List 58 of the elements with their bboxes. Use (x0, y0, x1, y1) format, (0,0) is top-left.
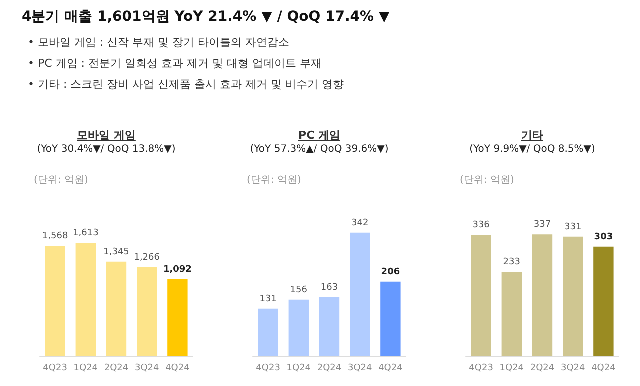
bar (288, 300, 309, 356)
bar (532, 234, 553, 356)
text: (단위: 억원) (34, 174, 90, 187)
data-label: 342 (352, 218, 369, 228)
x-tick-label: 2Q24 (530, 364, 555, 374)
text: 4분기 매출 1,601억원 YoY 21.4% ▼ / QoQ 17.4% ▼ (22, 8, 391, 26)
bar (319, 297, 340, 356)
data-label: 1,092 (163, 265, 192, 276)
bar (594, 246, 614, 356)
x-tick-label: 2Q24 (317, 364, 342, 374)
bar (45, 246, 66, 356)
x-tick-label: 4Q24 (378, 364, 404, 374)
bar (258, 308, 278, 356)
bar (471, 235, 492, 356)
data-label: 303 (594, 232, 614, 242)
chart-title: PC 게임 (298, 128, 342, 143)
data-label: 1,613 (73, 228, 99, 239)
x-tick-label: 3Q24 (348, 364, 373, 374)
data-label: 1,345 (104, 247, 130, 258)
text: • PC 게임 : 전분기 일회성 효과 제거 및 대형 업데이트 부재 (28, 56, 323, 72)
x-tick-label: 3Q24 (560, 364, 586, 374)
bar (563, 236, 584, 356)
x-tick-label: 4Q23 (469, 364, 494, 374)
bar (168, 280, 188, 356)
bar (76, 243, 96, 356)
data-label: 1,266 (134, 252, 160, 263)
bar (380, 282, 401, 356)
chart-subtitle: (YoY 9.9%▼/ QoQ 8.5%▼) (468, 144, 596, 155)
bar (502, 272, 522, 356)
bar (137, 267, 158, 356)
data-label: 336 (472, 220, 490, 231)
data-label: 156 (290, 285, 308, 296)
text: • 모바일 게임 : 신작 부재 및 장기 타이틀의 자연감소 (28, 35, 291, 51)
chart-subtitle: (YoY 30.4%▼/ QoQ 13.8%▼) (36, 144, 177, 155)
data-label: 331 (564, 222, 582, 232)
chart-title: 기타 (520, 128, 544, 143)
x-tick-label: 1Q24 (286, 364, 312, 374)
text: (단위: 억원) (460, 174, 516, 187)
data-label: 163 (320, 282, 338, 293)
text: • 기타 : 스크린 장비 사업 신제품 출시 효과 제거 및 비수기 영향 (28, 77, 346, 93)
x-tick-label: 4Q23 (43, 364, 68, 374)
x-tick-label: 1Q24 (500, 364, 524, 374)
bar (106, 262, 127, 356)
bar (350, 232, 370, 356)
x-tick-label: 4Q23 (256, 364, 280, 374)
x-tick-label: 3Q24 (134, 364, 160, 374)
data-label: 233 (503, 258, 520, 268)
chart-title: 모바일 게임 (76, 128, 137, 143)
data-label: 131 (260, 294, 277, 304)
chart-subtitle: (YoY 57.3%▲/ QoQ 39.6%▼) (249, 144, 390, 155)
text: (단위: 억원) (247, 174, 302, 187)
data-label: 337 (534, 220, 552, 230)
x-tick-label: 4Q24 (592, 364, 616, 374)
data-label: 206 (381, 267, 400, 278)
x-tick-label: 4Q24 (166, 364, 190, 374)
x-tick-label: 2Q24 (104, 364, 129, 374)
x-tick-label: 1Q24 (74, 364, 98, 374)
data-label: 1,568 (42, 232, 68, 242)
